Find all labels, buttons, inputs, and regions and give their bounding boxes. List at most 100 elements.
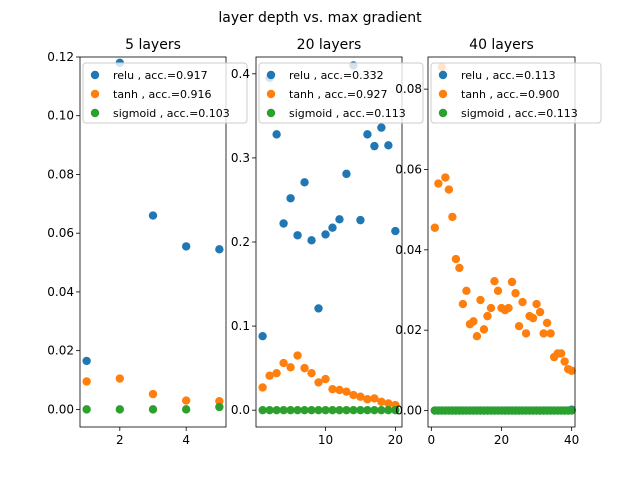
tanh-point bbox=[539, 329, 548, 338]
tanh-point bbox=[286, 363, 295, 372]
legend: relu , acc.=0.113 tanh , acc.=0.900 sigmoi… bbox=[430, 62, 602, 124]
x-tick-label: 2 bbox=[116, 433, 124, 447]
sigmoid-point bbox=[321, 405, 330, 415]
relu-point bbox=[384, 141, 393, 150]
tanh-point bbox=[451, 254, 461, 264]
legend-marker bbox=[266, 89, 276, 99]
sigmoid-point bbox=[286, 405, 295, 415]
tanh-point bbox=[486, 303, 496, 313]
y-tick-label: 0.2 bbox=[231, 235, 250, 249]
sigmoid-point bbox=[342, 405, 351, 415]
tanh-point bbox=[490, 276, 499, 286]
legend-box bbox=[430, 62, 602, 124]
tanh-point bbox=[455, 263, 464, 273]
relu-point bbox=[342, 169, 351, 179]
x-tick-label: 40 bbox=[564, 433, 579, 447]
legend-label: sigmoid , acc.=0.103 bbox=[113, 107, 230, 120]
tanh-point bbox=[434, 179, 443, 188]
tanh-point bbox=[528, 313, 538, 323]
sigmoid-point bbox=[391, 405, 400, 415]
tanh-point bbox=[458, 299, 468, 309]
y-tick-label: 0.04 bbox=[395, 243, 422, 257]
y-tick-label: 0.1 bbox=[231, 319, 250, 333]
subplot-1: 5 layers 2 4 0.00 0.02 0.04 0.06 0.08 0.10 0.12 re… bbox=[47, 37, 248, 447]
tanh-point bbox=[476, 295, 485, 305]
tanh-point bbox=[556, 349, 566, 358]
legend-marker bbox=[438, 108, 448, 118]
legend-label: tanh , acc.=0.900 bbox=[461, 88, 560, 101]
tanh-point bbox=[321, 374, 330, 384]
sigmoid-point bbox=[115, 405, 125, 414]
legend-label: tanh , acc.=0.927 bbox=[289, 88, 388, 101]
tanh-point bbox=[181, 396, 191, 405]
relu-point bbox=[307, 236, 316, 245]
legend-label: relu , acc.=0.332 bbox=[289, 69, 384, 82]
tanh-point bbox=[300, 363, 309, 373]
subplot-2: 20 layers 10 20 0.0 0.1 0.2 0.3 0.4 relu , acc.=… bbox=[231, 37, 424, 447]
sigmoid-point bbox=[370, 405, 379, 415]
relu-point bbox=[377, 123, 386, 132]
relu-point bbox=[272, 130, 281, 139]
tanh-point bbox=[314, 378, 323, 387]
relu-point bbox=[391, 226, 400, 236]
tanh-point bbox=[532, 299, 541, 309]
sigmoid-point bbox=[314, 405, 323, 415]
relu-point bbox=[363, 130, 372, 139]
tanh-point bbox=[507, 277, 517, 287]
tanh-point bbox=[356, 392, 365, 401]
legend: relu , acc.=0.917 tanh , acc.=0.916 sigmoi… bbox=[82, 62, 248, 124]
tanh-point bbox=[335, 385, 344, 395]
legend-marker bbox=[438, 70, 448, 80]
y-tick-label: 0.0 bbox=[231, 403, 250, 417]
tanh-point bbox=[430, 223, 440, 232]
x-tick-label: 20 bbox=[494, 433, 509, 447]
legend-marker bbox=[90, 89, 100, 99]
tanh-point bbox=[535, 307, 545, 317]
relu-point bbox=[300, 178, 309, 187]
sigmoid-point bbox=[293, 405, 302, 415]
y-tick-label: 0.06 bbox=[395, 162, 422, 176]
relu-point bbox=[321, 230, 330, 239]
relu-point bbox=[328, 223, 337, 232]
sigmoid-point bbox=[307, 405, 316, 415]
y-tick-label: 0.08 bbox=[395, 82, 422, 96]
relu-point bbox=[293, 231, 302, 240]
axes-frame bbox=[79, 56, 227, 428]
sigmoid-point bbox=[363, 405, 372, 415]
tanh-point bbox=[377, 397, 386, 406]
tanh-point bbox=[258, 383, 267, 392]
legend-marker bbox=[266, 108, 276, 118]
tanh-point bbox=[370, 394, 379, 403]
tanh-point bbox=[518, 297, 527, 307]
tanh-point bbox=[511, 289, 520, 298]
tanh-point bbox=[493, 286, 503, 296]
tanh-point bbox=[567, 366, 576, 375]
tanh-point bbox=[115, 374, 125, 383]
legend-label: sigmoid , acc.=0.113 bbox=[461, 107, 578, 120]
tanh-point bbox=[546, 329, 555, 338]
relu-point bbox=[335, 215, 344, 224]
tanh-point bbox=[328, 384, 337, 394]
tanh-point bbox=[293, 351, 302, 360]
relu-point bbox=[215, 245, 224, 254]
y-tick-label: 0.06 bbox=[47, 226, 74, 240]
tanh-point bbox=[82, 377, 91, 386]
relu-point bbox=[279, 219, 288, 228]
sigmoid-point bbox=[279, 405, 288, 415]
y-tick-label: 0.00 bbox=[47, 402, 74, 416]
tanh-point bbox=[542, 318, 552, 328]
x-tick-label: 4 bbox=[182, 433, 190, 447]
tanh-point bbox=[521, 329, 531, 338]
relu-point bbox=[286, 194, 295, 203]
figure-suptitle: layer depth vs. max gradient bbox=[218, 10, 422, 26]
tanh-point bbox=[504, 303, 513, 313]
axes-frame bbox=[427, 56, 576, 428]
tanh-point bbox=[363, 395, 372, 404]
sigmoid-point bbox=[349, 405, 358, 415]
y-tick-label: 0.08 bbox=[47, 167, 74, 181]
tanh-point bbox=[483, 311, 492, 321]
tanh-point bbox=[279, 358, 288, 368]
tanh-point bbox=[514, 321, 524, 331]
